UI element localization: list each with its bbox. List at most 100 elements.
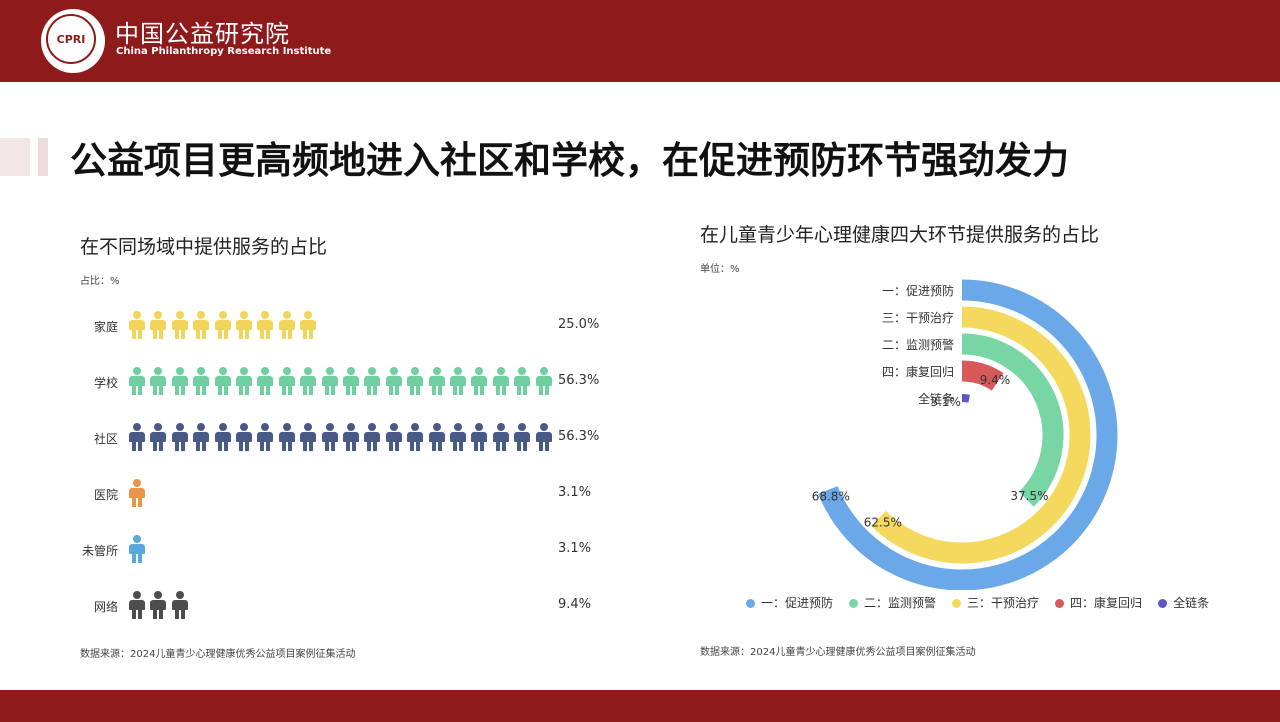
row-label-1: 学校 bbox=[93, 376, 118, 390]
person-icon bbox=[128, 535, 146, 563]
person-icon bbox=[342, 367, 360, 395]
person-icon bbox=[470, 423, 488, 451]
row-label-3: 医院 bbox=[93, 488, 118, 502]
row-value-5: 9.4% bbox=[558, 597, 592, 612]
person-icon bbox=[192, 311, 210, 339]
person-icon bbox=[513, 423, 531, 451]
row-label-2: 社区 bbox=[93, 432, 118, 446]
ring-label-3: 四：康复回归 bbox=[882, 364, 954, 379]
person-icon bbox=[278, 311, 296, 339]
person-icon bbox=[406, 423, 424, 451]
person-icon bbox=[278, 423, 296, 451]
person-icon bbox=[321, 367, 339, 395]
radial-bar-chart: 一：促进预防 68.8% 三：干预治疗 62.5% 二：监测预警 37.5% 四：康复回归 9… bbox=[812, 279, 1118, 590]
person-icon bbox=[256, 423, 274, 451]
right-chart-title: 在儿童青少年心理健康四大环节提供服务的占比 bbox=[700, 224, 1100, 246]
legend-label: 二：监测预警 bbox=[864, 596, 937, 610]
left-chart-unit: 占比：% bbox=[80, 276, 120, 287]
person-icon bbox=[363, 367, 381, 395]
ring-value-3: 9.4% bbox=[980, 373, 1011, 387]
row-value-4: 3.1% bbox=[558, 541, 592, 556]
person-icon bbox=[171, 591, 189, 619]
ring-value-1: 62.5% bbox=[864, 516, 902, 530]
person-icon bbox=[492, 367, 510, 395]
page-title: 公益项目更高频地进入社区和学校，在促进预防环节强劲发力 bbox=[70, 139, 1069, 182]
legend-item-0: 一：促进预防 bbox=[746, 594, 833, 611]
person-icon bbox=[214, 311, 232, 339]
person-icon bbox=[470, 367, 488, 395]
ring-arc-3 bbox=[961, 360, 1004, 391]
left-source-note: 数据来源：2024儿童青少心理健康优秀公益项目案例征集活动 bbox=[80, 649, 356, 660]
person-icon bbox=[192, 367, 210, 395]
left-chart-title: 在不同场域中提供服务的占比 bbox=[80, 236, 328, 258]
person-icon bbox=[128, 591, 146, 619]
person-icon bbox=[171, 367, 189, 395]
ring-arc-0 bbox=[818, 279, 1118, 590]
row-label-0: 家庭 bbox=[93, 320, 118, 334]
person-icon bbox=[214, 367, 232, 395]
person-icon bbox=[513, 367, 531, 395]
person-icon bbox=[235, 367, 253, 395]
row-value-0: 25.0% bbox=[558, 317, 600, 332]
legend-label: 三：干预治疗 bbox=[967, 596, 1040, 610]
person-icon bbox=[342, 423, 360, 451]
row-value-3: 3.1% bbox=[558, 485, 592, 500]
person-icon bbox=[428, 367, 446, 395]
org-name-cn: 中国公益研究院 bbox=[115, 20, 290, 48]
person-icon bbox=[449, 423, 467, 451]
legend-dot-icon bbox=[1055, 599, 1065, 608]
legend-dot-icon bbox=[1158, 599, 1168, 608]
ring-arc-1 bbox=[871, 306, 1091, 564]
legend-dot-icon bbox=[849, 599, 859, 608]
row-value-2: 56.3% bbox=[558, 429, 600, 444]
row-value-1: 56.3% bbox=[558, 373, 600, 388]
person-icon bbox=[171, 423, 189, 451]
person-icon bbox=[363, 423, 381, 451]
legend-item-2: 三：干预治疗 bbox=[952, 594, 1039, 611]
row-label-4: 未管所 bbox=[81, 544, 118, 558]
person-icon bbox=[535, 367, 553, 395]
chart-legend: 一：促进预防 二：监测预警 三：干预治疗 四：康复回归 全链条 bbox=[746, 594, 1226, 615]
legend-label: 全链条 bbox=[1173, 596, 1210, 610]
ring-arc-2 bbox=[961, 333, 1064, 507]
person-icon bbox=[149, 423, 167, 451]
title-decoration-2 bbox=[38, 138, 48, 176]
person-icon bbox=[128, 367, 146, 395]
person-icon bbox=[128, 423, 146, 451]
person-icon bbox=[235, 423, 253, 451]
person-icon bbox=[428, 423, 446, 451]
person-icon bbox=[278, 367, 296, 395]
ring-value-0: 68.8% bbox=[812, 490, 850, 504]
ring-label-2: 二：监测预警 bbox=[882, 337, 954, 352]
cpri-logo: CPRI bbox=[41, 9, 105, 73]
person-icon bbox=[256, 367, 274, 395]
ring-arc-4 bbox=[961, 394, 970, 403]
person-icon bbox=[256, 311, 274, 339]
header-bar: CPRI 中国公益研究院 China Philanthropy Research… bbox=[0, 0, 1280, 82]
person-icon bbox=[321, 423, 339, 451]
person-icon bbox=[128, 479, 146, 507]
legend-item-1: 二：监测预警 bbox=[849, 594, 936, 611]
ring-label-0: 一：促进预防 bbox=[882, 283, 954, 298]
legend-item-3: 四：康复回归 bbox=[1055, 594, 1142, 611]
person-icon bbox=[449, 367, 467, 395]
logo-text: CPRI bbox=[46, 14, 96, 64]
person-icon bbox=[299, 367, 317, 395]
person-icon bbox=[299, 423, 317, 451]
ring-label-1: 三：干预治疗 bbox=[882, 311, 954, 325]
person-icon bbox=[128, 311, 146, 339]
person-icon bbox=[535, 423, 553, 451]
title-decoration bbox=[0, 138, 30, 176]
ring-value-4: 3.1% bbox=[930, 395, 961, 409]
person-icon bbox=[385, 367, 403, 395]
row-label-5: 网络 bbox=[93, 600, 118, 614]
right-chart-unit: 单位：% bbox=[700, 264, 740, 275]
person-icon bbox=[192, 423, 210, 451]
legend-label: 一：促进预防 bbox=[761, 596, 834, 610]
footer-bar bbox=[0, 690, 1280, 722]
person-icon bbox=[385, 423, 403, 451]
person-icon bbox=[149, 367, 167, 395]
right-source-note: 数据来源：2024儿童青少心理健康优秀公益项目案例征集活动 bbox=[700, 647, 976, 658]
ring-value-2: 37.5% bbox=[1010, 489, 1048, 503]
legend-dot-icon bbox=[746, 599, 755, 608]
